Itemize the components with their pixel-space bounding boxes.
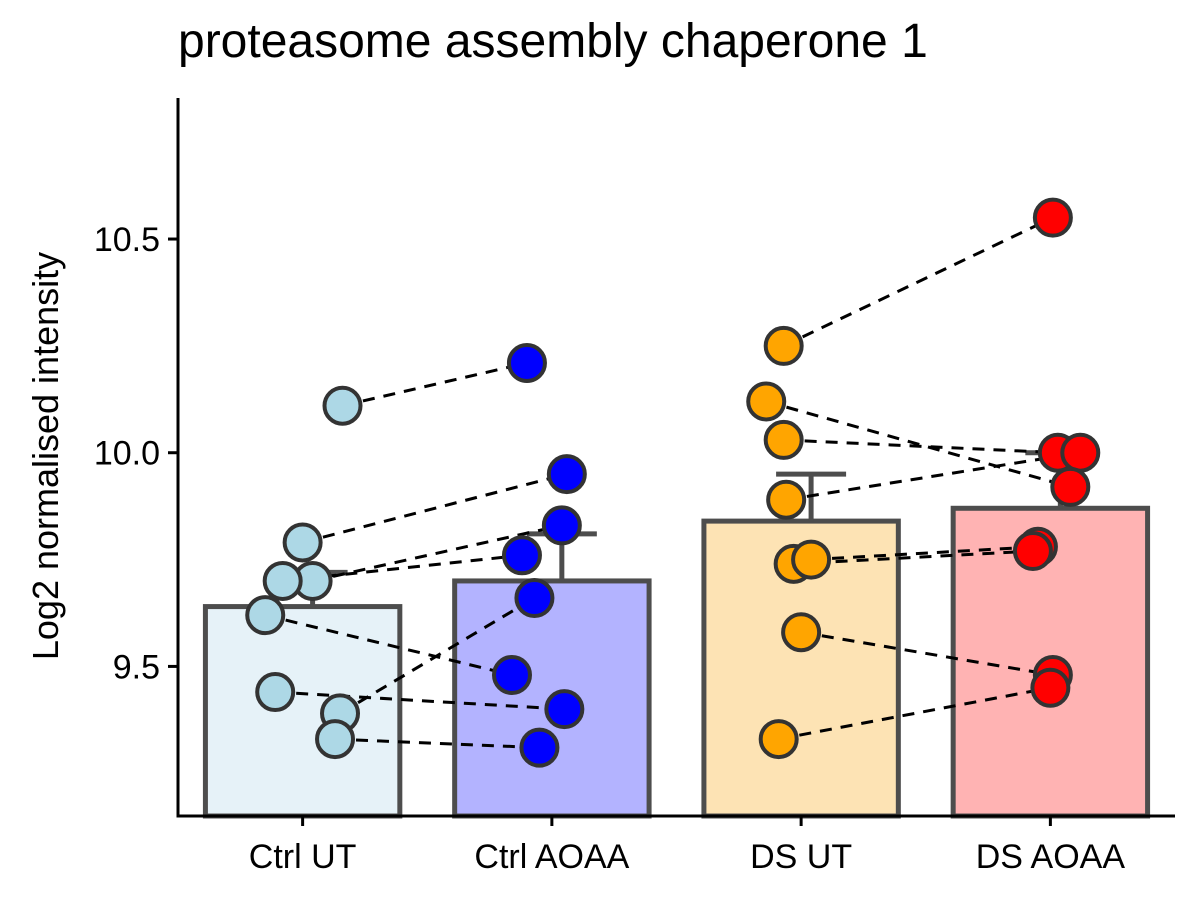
- paired-line-2: [302, 472, 568, 544]
- data-point-ds-aoaa-4: [1050, 466, 1091, 507]
- paired-line-15: [800, 630, 1054, 677]
- data-point-ctrl-aoaa-7: [544, 689, 585, 730]
- paired-line-12: [785, 451, 1081, 502]
- data-point-ctrl-aoaa-5: [514, 578, 555, 619]
- data-point-ds-aoaa-8: [1030, 667, 1071, 708]
- data-point-ds-ut-6: [791, 539, 832, 580]
- paired-line-4: [282, 553, 523, 583]
- data-point-ctrl-aoaa-6: [491, 654, 532, 695]
- data-point-ds-ut-8: [758, 719, 799, 760]
- y-axis-title: Log2 normalised intensity: [25, 252, 66, 660]
- paired-line-10: [765, 399, 1071, 489]
- x-tick-label: DS UT: [750, 838, 852, 876]
- points-layer: [245, 197, 1101, 768]
- data-point-ds-ut-4: [766, 479, 807, 520]
- data-point-ds-ut-1: [763, 325, 804, 366]
- y-tick-label: 9.5: [113, 648, 160, 686]
- data-point-ds-ut-7: [781, 612, 822, 653]
- paired-line-11: [783, 438, 1058, 455]
- axes-layer: 9.5 10.0 10.5 Ctrl UT Ctrl AOAA DS UT DS AOAA: [94, 98, 1175, 876]
- data-point-ctrl-aoaa-4: [501, 535, 542, 576]
- paired-line-7: [339, 596, 536, 715]
- data-point-ds-aoaa-3: [1060, 432, 1101, 473]
- paired-line-1: [342, 361, 528, 408]
- data-point-ds-aoaa-1: [1032, 197, 1073, 238]
- data-point-ds-ut-2: [746, 381, 787, 422]
- data-point-ctrl-ut-6: [255, 672, 296, 713]
- bar-ctrl-ut: [202, 604, 403, 819]
- paired-line-13: [811, 545, 1038, 562]
- x-tick-label: DS AOAA: [976, 838, 1126, 876]
- paired-line-14: [793, 549, 1034, 566]
- data-point-ctrl-ut-4: [262, 560, 303, 601]
- x-tick-label: Ctrl AOAA: [474, 838, 629, 876]
- data-point-ctrl-ut-8: [315, 719, 356, 760]
- error-bar-ds-ut: [776, 471, 847, 522]
- paired-line-9: [783, 216, 1054, 348]
- data-point-ctrl-aoaa-2: [546, 454, 587, 495]
- paired-line-6: [275, 690, 565, 711]
- data-point-ctrl-ut-1: [322, 385, 363, 426]
- data-point-ctrl-ut-2: [282, 522, 323, 563]
- data-point-ctrl-aoaa-3: [541, 505, 582, 546]
- data-point-ctrl-aoaa-1: [506, 342, 547, 383]
- paired-line-5: [264, 613, 513, 677]
- y-tick-label: 10.5: [94, 221, 160, 259]
- paired-line-16: [778, 686, 1051, 741]
- paired-lines-layer: [264, 216, 1081, 750]
- data-point-ds-ut-3: [763, 419, 804, 460]
- chart-title: proteasome assembly chaperone 1: [178, 15, 928, 68]
- paired-line-8: [334, 737, 540, 750]
- data-point-ctrl-aoaa-8: [519, 727, 560, 768]
- data-point-ctrl-ut-5: [245, 595, 286, 636]
- data-point-ds-aoaa-6: [1012, 531, 1053, 572]
- x-tick-label: Ctrl UT: [249, 838, 357, 876]
- bars-layer: [202, 505, 1151, 819]
- y-tick-label: 10.0: [94, 435, 160, 473]
- paired-line-3: [312, 523, 563, 583]
